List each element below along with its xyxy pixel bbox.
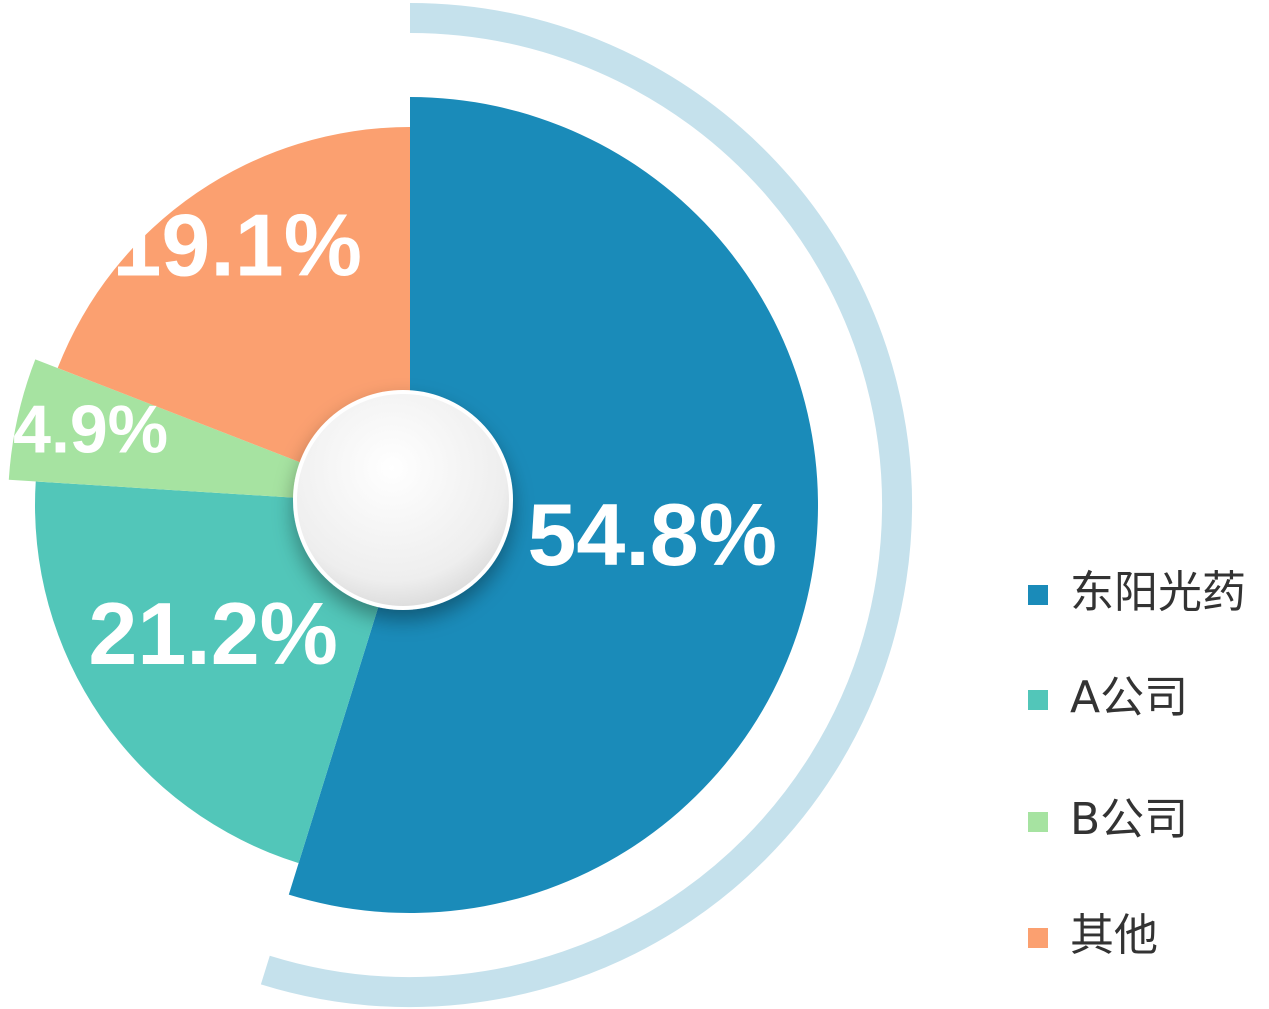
pie-slice [34, 481, 411, 864]
legend-swatch [1028, 812, 1048, 832]
value-label: 4.9% [13, 392, 168, 468]
legend-swatch [1028, 690, 1048, 710]
legend-swatch [1028, 585, 1048, 605]
legend-label: A公司 [1070, 672, 1188, 723]
value-label: 19.1% [112, 196, 362, 295]
highlight-arc [260, 3, 912, 1007]
legend-label: B公司 [1070, 794, 1188, 845]
value-label: 21.2% [88, 584, 338, 683]
value-label: 54.8% [527, 485, 777, 584]
center-knob [293, 390, 513, 610]
legend-label: 东阳光药 [1070, 567, 1246, 618]
value-labels: 54.8% 21.2% 4.9% 19.1% [13, 196, 777, 683]
pie-slice [57, 126, 410, 506]
legend-label: 其他 [1070, 910, 1158, 961]
pie-slice [288, 97, 818, 913]
legend-swatch [1028, 928, 1048, 948]
